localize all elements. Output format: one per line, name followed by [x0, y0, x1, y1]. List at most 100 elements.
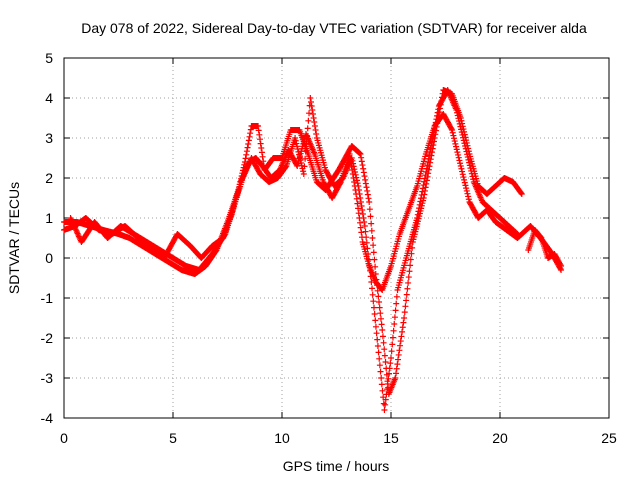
data-point [243, 151, 250, 158]
data-point [352, 187, 359, 193]
data-point [457, 163, 464, 169]
data-point [356, 150, 363, 157]
data-point [393, 365, 400, 372]
data-point [404, 285, 411, 292]
data-point [405, 279, 412, 286]
data-point [462, 143, 469, 149]
data-point [368, 227, 375, 234]
data-point [558, 263, 565, 269]
data-point [359, 162, 366, 169]
data-point [464, 190, 471, 197]
data-point [369, 285, 376, 292]
data-point [363, 184, 370, 191]
data-point [468, 170, 475, 177]
data-point [395, 356, 402, 363]
data-point [358, 203, 365, 209]
data-point [418, 195, 425, 202]
data-point [302, 155, 309, 162]
data-point [393, 300, 400, 307]
data-point [453, 146, 460, 153]
data-point [401, 315, 408, 321]
data-point [465, 156, 472, 163]
data-point [361, 219, 368, 225]
data-point [370, 304, 377, 311]
data-point [337, 180, 344, 187]
data-point [460, 174, 467, 181]
data-point [362, 228, 369, 235]
data-point [386, 370, 393, 377]
data-point [360, 169, 367, 176]
data-point [402, 303, 409, 310]
data-point [304, 125, 311, 132]
data-point [420, 182, 427, 189]
data-point [459, 171, 466, 178]
data-point [455, 115, 462, 122]
data-point [463, 187, 470, 194]
data-point [351, 183, 358, 189]
data-point [376, 362, 383, 369]
data-point [382, 359, 389, 365]
data-point [242, 155, 249, 162]
data-point [293, 140, 300, 147]
data-point [406, 268, 413, 275]
data-point [372, 263, 379, 270]
data-point [452, 140, 459, 147]
data-point [371, 256, 378, 263]
data-point [374, 343, 381, 349]
data-point [255, 127, 262, 134]
data-point [378, 375, 385, 381]
data-point [456, 120, 463, 127]
data-point [537, 234, 544, 241]
data-point [395, 351, 402, 358]
data-point [417, 198, 424, 205]
data-point [518, 191, 525, 197]
data-point [389, 341, 396, 348]
data-point [311, 119, 318, 125]
data-point [313, 131, 320, 137]
data-point [361, 223, 368, 229]
data-point [455, 154, 462, 161]
data-point [468, 167, 475, 174]
data-point [364, 187, 371, 194]
data-point [388, 348, 395, 355]
data-point [301, 163, 308, 170]
data-point [451, 135, 458, 142]
y-tick-label: -4 [41, 410, 54, 426]
data-point [362, 176, 369, 183]
data-point [357, 195, 364, 201]
data-point [377, 315, 384, 322]
data-point [244, 144, 251, 151]
data-point [381, 352, 388, 359]
data-point [423, 168, 430, 175]
data-point [467, 165, 474, 172]
data-point [258, 145, 265, 151]
data-point [421, 178, 428, 185]
data-point [258, 149, 265, 156]
data-point [400, 319, 407, 326]
data-point [385, 375, 392, 382]
data-point [457, 123, 464, 130]
data-point [393, 370, 400, 377]
data-point [457, 160, 464, 167]
data-point [382, 396, 389, 403]
x-axis-label: GPS time / hours [283, 458, 390, 474]
data-point [469, 173, 476, 180]
data-point [300, 168, 307, 175]
data-point [393, 293, 400, 300]
data-point [414, 211, 421, 218]
data-point [449, 129, 456, 136]
data-point [401, 309, 408, 316]
y-tick-label: 0 [45, 250, 53, 266]
data-point [346, 151, 353, 157]
data-point [381, 346, 388, 353]
data-point [256, 136, 263, 143]
data-point [372, 317, 379, 324]
data-point [256, 131, 263, 138]
data-point [255, 123, 262, 129]
data-point [359, 207, 366, 213]
data-point [352, 171, 359, 178]
data-point [462, 145, 469, 152]
ticks: 0 5 10 15 20 25 -4 -3 -2 -1 0 1 2 3 4 5 [41, 50, 617, 446]
data-point [367, 213, 374, 220]
